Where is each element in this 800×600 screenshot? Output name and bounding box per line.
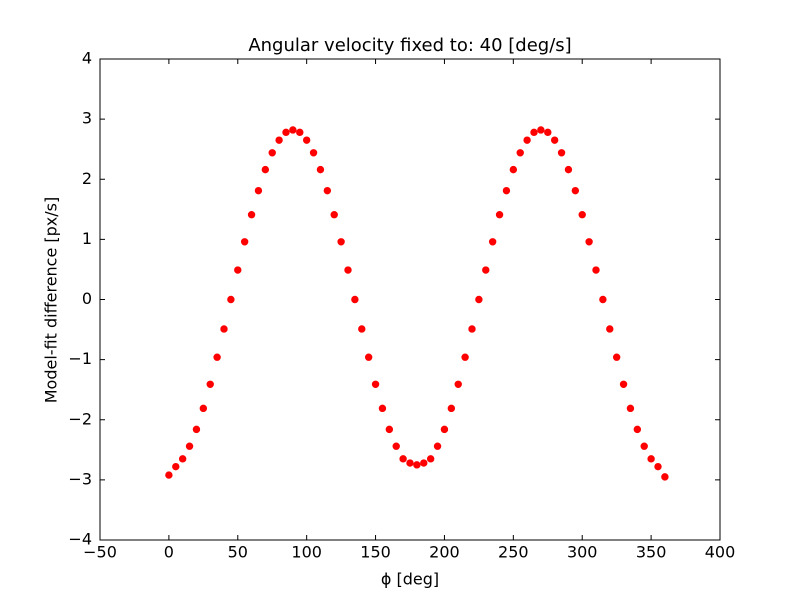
- y-axis-label: Model-fit difference [px/s]: [42, 197, 61, 404]
- point: [316, 165, 325, 174]
- point: [564, 165, 573, 174]
- y-tick-label: 4: [82, 49, 92, 68]
- point: [192, 425, 201, 434]
- point: [571, 186, 580, 195]
- point: [475, 295, 483, 304]
- x-axis-label: ϕ [deg]: [381, 570, 439, 589]
- point: [165, 471, 173, 479]
- point: [433, 442, 442, 450]
- y-tick-label: −4: [68, 530, 92, 549]
- point: [420, 459, 428, 467]
- y-tick-label: 2: [82, 169, 92, 188]
- point: [234, 266, 242, 274]
- x-tick-label: 300: [567, 543, 598, 562]
- point: [592, 266, 600, 274]
- point: [275, 136, 283, 144]
- point: [468, 325, 476, 333]
- point: [502, 186, 511, 195]
- point: [654, 462, 662, 471]
- point: [482, 266, 490, 274]
- point: [302, 136, 311, 144]
- point: [544, 128, 552, 137]
- y-tick-label: −1: [68, 349, 92, 368]
- y-tick-label: 0: [82, 289, 92, 308]
- point: [612, 353, 621, 361]
- x-tick-label: 200: [429, 543, 460, 562]
- point: [647, 455, 655, 463]
- point: [626, 404, 635, 413]
- point: [254, 186, 263, 195]
- point: [392, 442, 400, 450]
- point: [619, 380, 628, 388]
- point: [351, 295, 359, 304]
- point: [606, 325, 614, 333]
- point: [385, 425, 394, 434]
- point: [199, 404, 208, 413]
- x-tick-label: 100: [291, 543, 322, 562]
- point: [344, 266, 352, 274]
- point: [440, 425, 449, 434]
- point: [240, 238, 249, 246]
- point: [426, 455, 435, 463]
- y-tick-label: −2: [68, 409, 92, 428]
- point: [578, 211, 586, 219]
- point: [330, 211, 338, 219]
- y-tick-label: −3: [68, 469, 92, 488]
- point: [537, 126, 545, 134]
- point: [640, 442, 648, 450]
- chart-title: Angular velocity fixed to: 40 [deg/s]: [248, 35, 571, 56]
- plot-frame: [99, 58, 721, 541]
- point: [378, 404, 387, 413]
- x-tick-label: 50: [228, 543, 248, 562]
- point: [227, 295, 235, 304]
- point: [447, 404, 456, 413]
- x-tick-label: 350: [636, 543, 667, 562]
- point: [282, 128, 290, 137]
- point: [309, 149, 318, 157]
- point: [172, 462, 180, 471]
- point: [488, 238, 497, 246]
- point: [550, 136, 559, 144]
- point: [530, 128, 538, 137]
- point: [289, 126, 297, 134]
- point: [178, 455, 187, 463]
- point: [399, 455, 407, 463]
- point: [557, 149, 566, 157]
- point: [599, 295, 607, 304]
- y-tick-label: 1: [82, 229, 92, 248]
- point: [364, 353, 373, 361]
- point: [371, 380, 380, 388]
- point: [661, 473, 669, 481]
- x-tick-label: 150: [360, 543, 391, 562]
- point: [523, 136, 531, 144]
- point: [585, 238, 593, 246]
- x-tick-label: 0: [164, 543, 174, 562]
- point: [461, 353, 469, 361]
- point: [220, 325, 228, 333]
- x-tick-label: 250: [498, 543, 529, 562]
- point: [413, 461, 421, 469]
- point: [323, 186, 332, 195]
- point: [247, 211, 256, 219]
- point: [454, 380, 462, 388]
- point: [185, 442, 194, 450]
- point: [213, 353, 221, 361]
- point: [358, 325, 366, 333]
- point: [495, 211, 504, 219]
- point: [516, 149, 524, 157]
- point: [296, 128, 304, 137]
- point: [268, 149, 276, 157]
- x-tick-label: −50: [83, 543, 117, 562]
- point: [261, 165, 270, 174]
- point: [337, 238, 345, 246]
- point: [633, 425, 642, 434]
- point: [206, 380, 214, 388]
- point: [406, 459, 414, 467]
- y-tick-label: 3: [82, 109, 92, 128]
- x-tick-label: 400: [705, 543, 736, 562]
- point: [509, 165, 518, 174]
